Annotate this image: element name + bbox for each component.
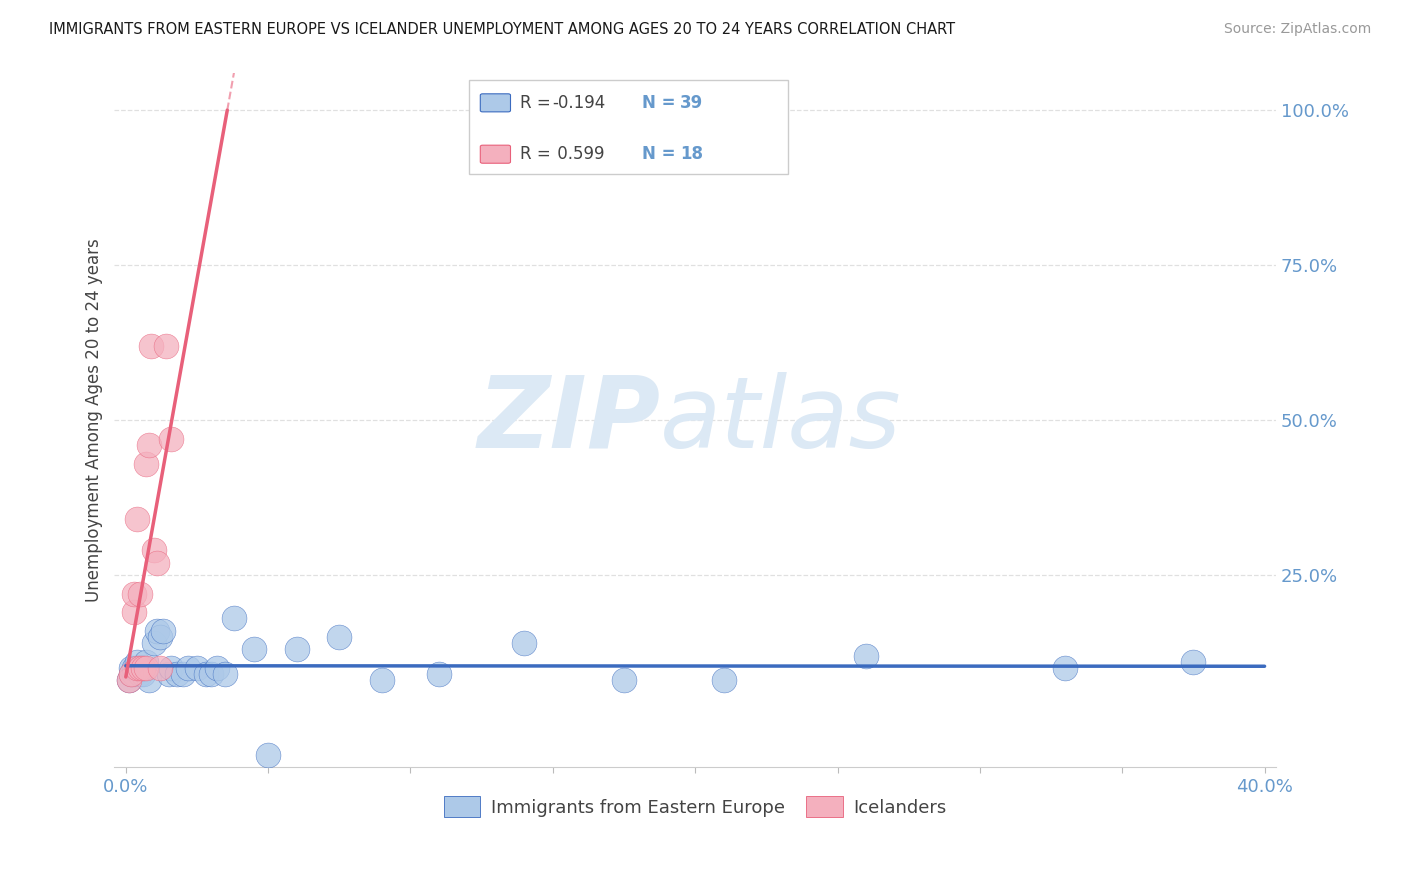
Point [166,667,188,681]
Point [152,624,174,638]
Point [160,432,183,446]
Point [160,661,183,675]
Point [124,667,146,681]
Point [141,339,163,353]
Point [127,655,149,669]
FancyBboxPatch shape [481,145,510,163]
Point [121,661,143,675]
Point [285,642,308,657]
Text: 39: 39 [681,94,703,112]
Point [371,673,394,688]
FancyBboxPatch shape [481,94,510,112]
Point [243,642,266,657]
Point [124,661,146,675]
Text: R =: R = [520,94,555,112]
Point [121,667,143,681]
Point [121,667,143,681]
Text: ZIP: ZIP [478,372,661,468]
Point [149,661,172,675]
Point [117,673,139,688]
Point [127,661,149,675]
Point [124,587,146,601]
Text: Source: ZipAtlas.com: Source: ZipAtlas.com [1223,22,1371,37]
Point [214,667,236,681]
Point [129,587,152,601]
Point [135,661,157,675]
Point [205,661,228,675]
Y-axis label: Unemployment Among Ages 20 to 24 years: Unemployment Among Ages 20 to 24 years [86,238,103,602]
Text: 0.599: 0.599 [553,145,605,163]
Point [143,543,166,558]
Point [613,673,636,688]
Text: N =: N = [641,145,681,163]
Point [1054,661,1077,675]
Point [157,667,180,681]
Point [146,624,169,638]
Point [138,438,160,452]
Point [257,747,280,762]
Point [132,661,155,675]
Point [135,655,157,669]
Point [124,605,146,619]
Point [172,667,194,681]
FancyBboxPatch shape [468,80,789,174]
Point [135,457,157,471]
Point [117,673,139,688]
Point [222,611,245,625]
Point [138,673,160,688]
Point [177,661,200,675]
Point [186,661,208,675]
Point [146,556,169,570]
Text: N =: N = [641,94,681,112]
Point [143,636,166,650]
Text: -0.194: -0.194 [553,94,606,112]
Point [713,673,735,688]
Text: IMMIGRANTS FROM EASTERN EUROPE VS ICELANDER UNEMPLOYMENT AMONG AGES 20 TO 24 YEA: IMMIGRANTS FROM EASTERN EUROPE VS ICELAN… [49,22,955,37]
Text: atlas: atlas [661,372,903,468]
Point [328,630,350,644]
Point [129,661,152,675]
Legend: Immigrants from Eastern Europe, Icelanders: Immigrants from Eastern Europe, Icelande… [436,789,953,824]
Point [427,667,450,681]
Point [129,661,152,675]
Point [127,512,149,526]
Point [1182,655,1205,669]
Point [855,648,877,663]
Point [200,667,222,681]
Text: R =: R = [520,145,555,163]
Point [149,630,172,644]
Point [194,667,217,681]
Point [132,667,155,681]
Point [132,661,155,675]
Point [155,339,177,353]
Text: 18: 18 [681,145,703,163]
Point [513,636,536,650]
Point [129,667,152,681]
